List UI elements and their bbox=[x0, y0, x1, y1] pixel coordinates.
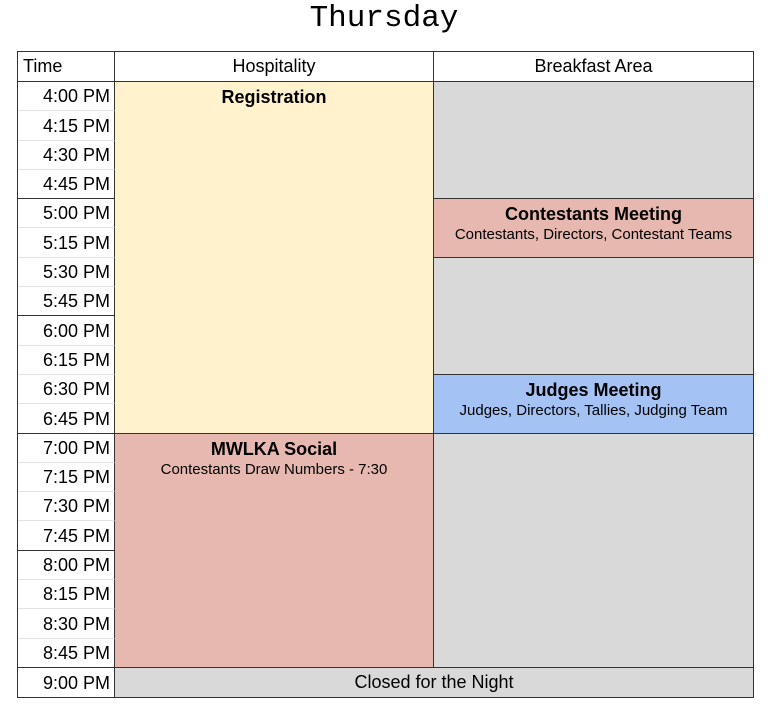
time-slot: 6:30 PM bbox=[18, 374, 115, 405]
event-closed: Closed for the Night bbox=[115, 667, 753, 698]
time-slot: 5:30 PM bbox=[18, 257, 115, 288]
time-slot: 7:45 PM bbox=[18, 521, 115, 551]
time-slot: 7:00 PM bbox=[18, 433, 115, 463]
time-slot: 4:45 PM bbox=[18, 169, 115, 200]
time-slot: 4:15 PM bbox=[18, 111, 115, 141]
event-mwlka-social: MWLKA Social Contestants Draw Numbers - … bbox=[115, 433, 434, 668]
time-slot: 4:30 PM bbox=[18, 140, 115, 170]
event-judges-meeting: Judges Meeting Judges, Directors, Tallie… bbox=[434, 374, 753, 434]
empty-slot bbox=[434, 82, 753, 200]
schedule-table: Time Hospitality Breakfast Area Registra… bbox=[17, 51, 754, 699]
time-slot: 7:30 PM bbox=[18, 492, 115, 522]
event-name: Judges Meeting bbox=[525, 379, 662, 400]
time-slot: 8:00 PM bbox=[18, 550, 115, 581]
event-detail: Contestants, Directors, Contestant Teams bbox=[454, 226, 733, 244]
time-slot: 4:00 PM bbox=[18, 82, 115, 112]
time-slot: 8:15 PM bbox=[18, 580, 115, 610]
header-breakfast-area: Breakfast Area bbox=[434, 52, 753, 82]
time-slot: 6:00 PM bbox=[18, 316, 115, 346]
time-slot: 7:15 PM bbox=[18, 462, 115, 493]
page-title: Thursday bbox=[309, 1, 459, 36]
header-time: Time bbox=[18, 52, 115, 82]
empty-slot bbox=[434, 257, 753, 375]
time-slot: 9:00 PM bbox=[18, 667, 115, 698]
time-slot: 5:45 PM bbox=[18, 287, 115, 317]
event-detail: Judges, Directors, Tallies, Judging Team bbox=[459, 401, 728, 419]
time-slot: 8:45 PM bbox=[18, 638, 115, 668]
event-name: Registration bbox=[221, 87, 327, 107]
event-contestants-meeting: Contestants Meeting Contestants, Directo… bbox=[434, 199, 753, 258]
empty-slot bbox=[434, 433, 753, 668]
event-registration: Registration bbox=[115, 82, 434, 434]
event-name: MWLKA Social bbox=[210, 438, 338, 459]
event-detail: Contestants Draw Numbers - 7:30 bbox=[160, 460, 388, 478]
time-slot: 8:30 PM bbox=[18, 609, 115, 639]
time-slot: 6:15 PM bbox=[18, 345, 115, 375]
event-name: Contestants Meeting bbox=[504, 204, 682, 225]
header-hospitality: Hospitality bbox=[115, 52, 434, 82]
time-slot: 5:15 PM bbox=[18, 228, 115, 258]
time-slot: 5:00 PM bbox=[18, 199, 115, 229]
time-slot: 6:45 PM bbox=[18, 404, 115, 434]
